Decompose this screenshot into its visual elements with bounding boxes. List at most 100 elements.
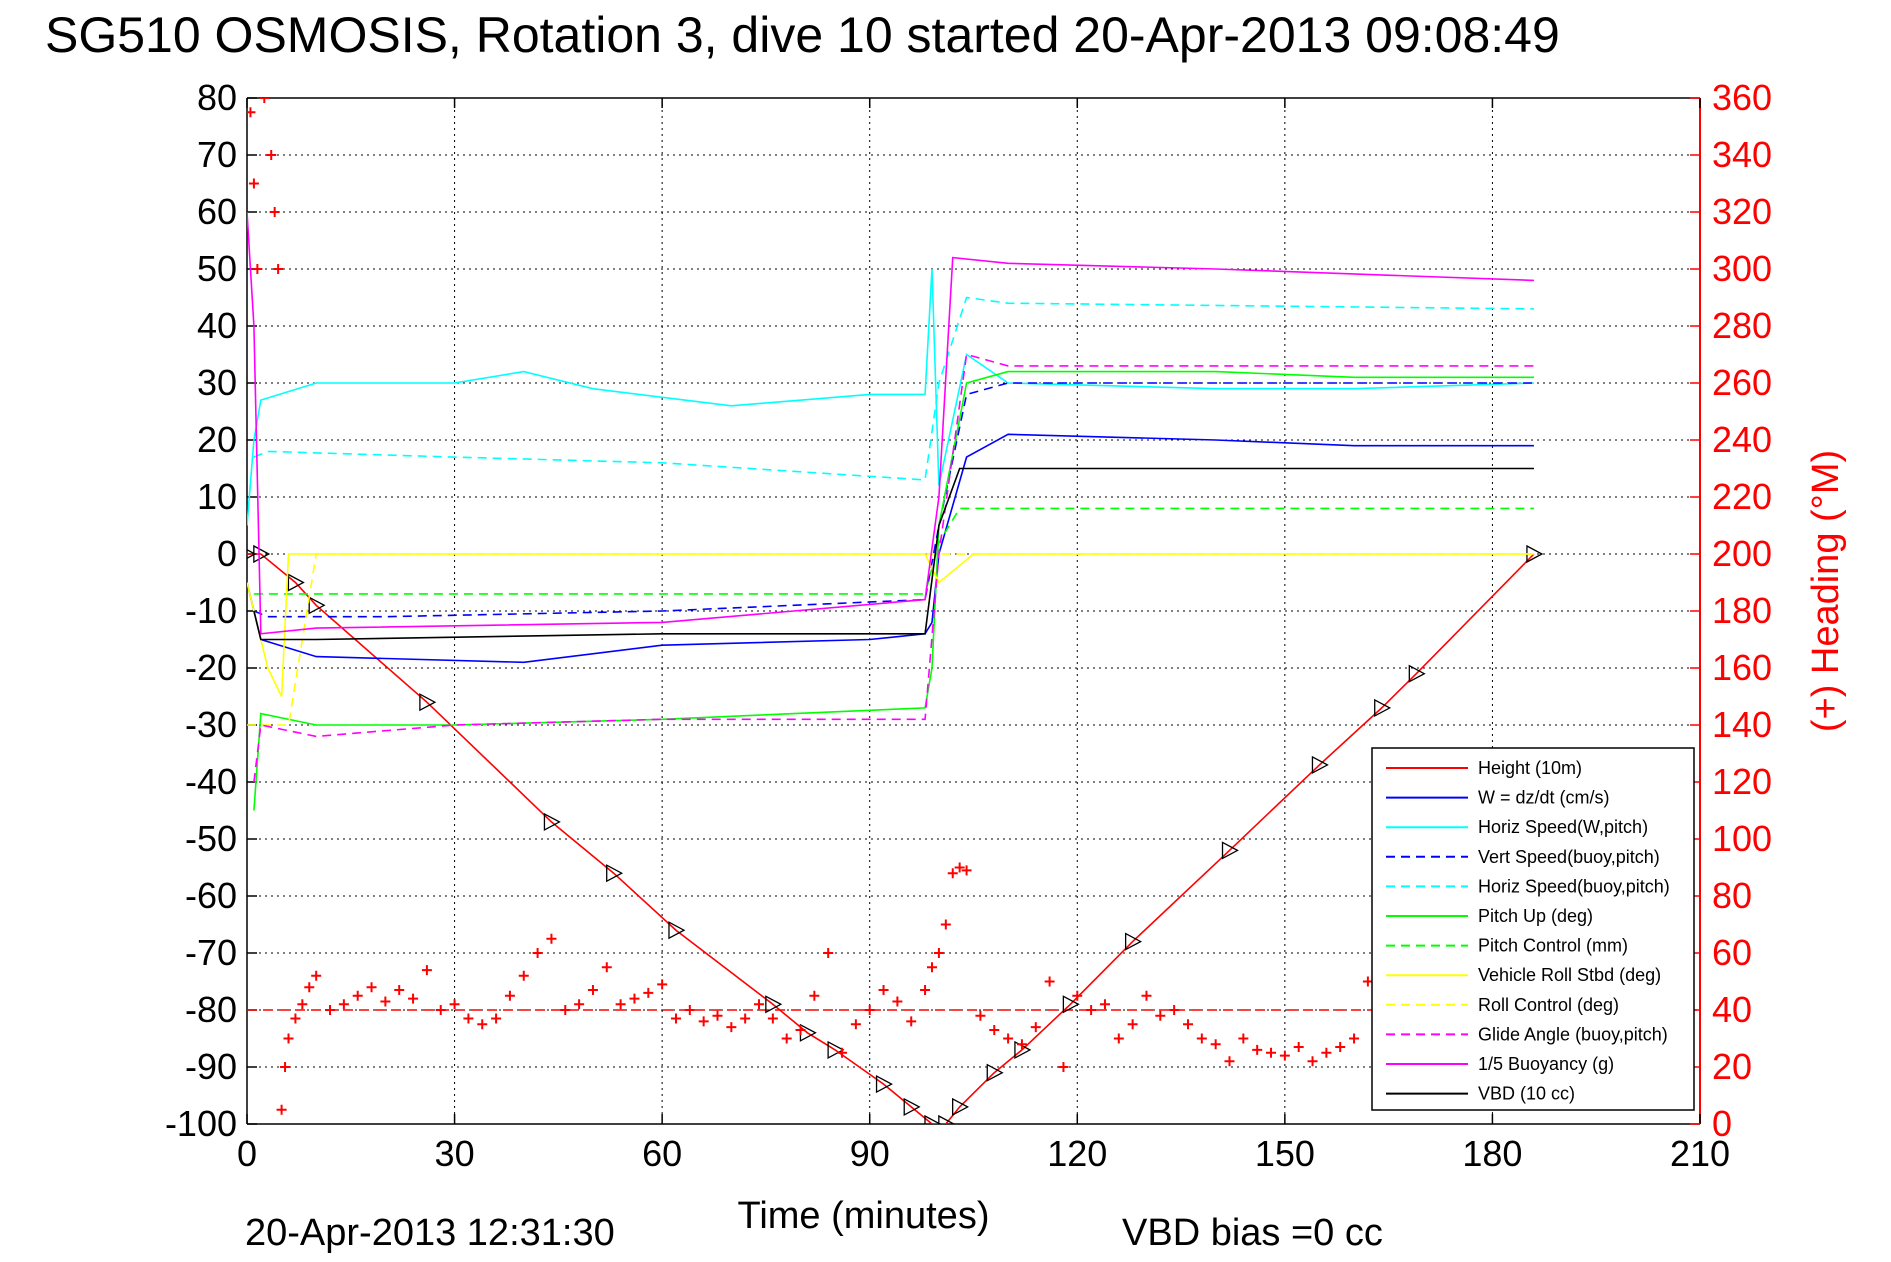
x-tick-label: 180	[1462, 1133, 1522, 1174]
series-line-3	[253, 382, 1534, 618]
y2-tick-label: 360	[1712, 77, 1772, 118]
x-tick-label: 120	[1047, 1133, 1107, 1174]
y-tick-label: 20	[197, 419, 237, 460]
legend-entry: Height (10m)	[1478, 758, 1582, 778]
x-tick-label: 60	[642, 1133, 682, 1174]
height-marker	[543, 812, 561, 831]
heading-point	[325, 1005, 336, 1015]
heading-point	[823, 948, 834, 958]
y2-axis-label: (+) Heading (°M)	[1805, 450, 1847, 732]
y-tick-label: 30	[197, 362, 237, 403]
height-marker	[1124, 932, 1143, 951]
heading-point	[435, 1005, 446, 1015]
heading-point	[1196, 1033, 1207, 1044]
heading-point	[947, 868, 958, 879]
heading-point	[477, 1019, 488, 1030]
legend-entry: Pitch Up (deg)	[1478, 906, 1593, 926]
heading-point	[615, 999, 626, 1010]
y2-tick-label: 240	[1712, 419, 1772, 460]
y-tick-label: 80	[197, 77, 237, 118]
data-layer	[247, 98, 1700, 1124]
heading-point	[795, 1024, 806, 1035]
heading-point	[518, 970, 529, 981]
y2-tick-label: 100	[1712, 818, 1772, 859]
footer-timestamp: 20-Apr-2013 12:31:30	[245, 1212, 615, 1254]
height-marker	[253, 544, 271, 564]
y-tick-label: 70	[197, 134, 237, 175]
heading-point	[1099, 999, 1110, 1010]
heading-point	[1016, 1039, 1027, 1050]
heading-point	[297, 999, 308, 1010]
y-tick-label: 60	[197, 191, 237, 232]
heading-point	[259, 98, 270, 103]
heading-point	[1307, 1056, 1318, 1067]
heading-point	[864, 1005, 875, 1015]
y-tick-label: -20	[185, 647, 237, 688]
heading-point	[892, 996, 903, 1007]
heading-point	[1335, 1042, 1346, 1053]
heading-point	[280, 1062, 291, 1072]
y-tick-label: -90	[185, 1046, 237, 1087]
series-line-9	[253, 353, 1534, 783]
height-marker	[606, 864, 624, 883]
heading-point	[1293, 1042, 1304, 1053]
heading-point	[954, 862, 965, 873]
heading-point	[269, 207, 280, 217]
y-tick-label: -30	[185, 704, 237, 745]
height-marker	[419, 693, 437, 712]
height-marker	[247, 548, 257, 560]
heading-point	[338, 999, 349, 1010]
legend-box	[1371, 747, 1695, 1111]
heading-point	[684, 1005, 695, 1015]
heading-point	[574, 999, 585, 1010]
y-tick-label: 40	[197, 305, 237, 346]
heading-point	[1266, 1047, 1277, 1058]
heading-point	[380, 996, 391, 1007]
series-line-10	[247, 211, 1534, 635]
heading-point	[311, 970, 322, 981]
y2-tick-label: 300	[1712, 248, 1772, 289]
height-marker	[903, 1097, 921, 1116]
heading-point	[850, 1019, 861, 1030]
heading-point	[290, 1013, 301, 1024]
series-line-2	[247, 268, 1534, 526]
legend-entry: Pitch Control (mm)	[1478, 936, 1628, 956]
heading-point	[1362, 976, 1373, 987]
legend-entry: Vert Speed(buoy,pitch)	[1478, 847, 1660, 867]
x-tick-label: 0	[237, 1133, 257, 1174]
x-axis-label: Time (minutes)	[738, 1195, 990, 1237]
y2-tick-label: 140	[1712, 704, 1772, 745]
plot-area: 0 30 60 90 120 150 180 21080706050403020100-10-…	[165, 77, 1847, 1237]
y-tick-label: -100	[165, 1103, 237, 1144]
height-marker	[875, 1075, 893, 1094]
heading-point	[837, 1047, 848, 1058]
legend-entry: VBD (10 cc)	[1478, 1084, 1575, 1104]
heading-point	[1003, 1033, 1014, 1044]
heading-point	[1279, 1050, 1290, 1061]
heading-point	[1030, 1022, 1041, 1033]
heading-point	[273, 264, 284, 274]
series-line-11	[253, 467, 1534, 641]
heading-point	[421, 965, 432, 976]
series-line-0	[247, 553, 1535, 1124]
height-marker	[765, 995, 783, 1014]
height-marker	[924, 1114, 942, 1124]
y2-tick-label: 340	[1712, 134, 1772, 175]
height-marker	[827, 1040, 845, 1059]
x-tick-label: 150	[1255, 1133, 1315, 1174]
legend-entry: Horiz Speed(W,pitch)	[1478, 817, 1648, 837]
heading-point	[1072, 990, 1083, 1001]
heading-point	[408, 993, 419, 1004]
heading-point	[449, 999, 460, 1010]
heading-point	[1086, 1005, 1097, 1015]
height-marker	[1062, 995, 1080, 1014]
heading-point	[1224, 1056, 1235, 1067]
y-tick-label: -60	[185, 875, 237, 916]
heading-point	[754, 999, 765, 1010]
heading-point	[629, 993, 640, 1004]
x-tick-label: 30	[435, 1133, 475, 1174]
heading-point	[247, 107, 256, 118]
heading-point	[781, 1033, 792, 1044]
heading-point	[1182, 1019, 1193, 1030]
y-tick-label: 10	[197, 476, 237, 517]
